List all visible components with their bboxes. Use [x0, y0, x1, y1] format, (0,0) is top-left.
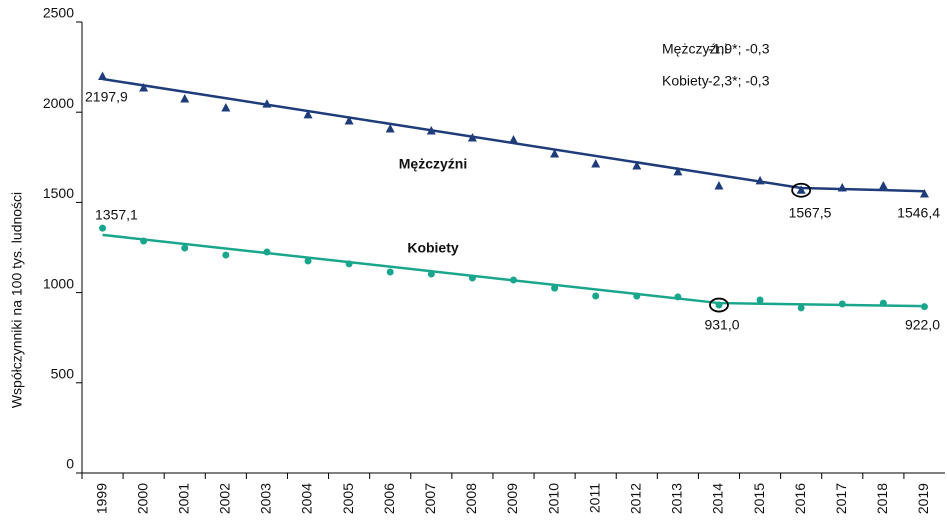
point [99, 224, 107, 232]
series-label: Kobiety [407, 240, 459, 256]
point [385, 123, 395, 133]
point [674, 293, 682, 301]
x-tick-label: 2006 [381, 483, 397, 514]
point [510, 276, 517, 284]
y-tick-label: 1500 [43, 185, 74, 201]
data-label: 2197,9 [85, 89, 128, 105]
point [592, 292, 600, 300]
y-tick-label: 0 [66, 456, 74, 472]
x-tick-label: 2011 [586, 483, 602, 513]
data-label: 1567,5 [789, 205, 832, 221]
x-tick-label: 2012 [627, 483, 643, 514]
point [345, 260, 353, 268]
data-label: 1546,4 [897, 205, 940, 221]
x-tick-label: 2004 [299, 483, 315, 514]
point [98, 71, 108, 80]
point [303, 109, 313, 119]
annotation-text: -2,3*; -0,3 [708, 73, 770, 89]
x-tick-label: 2014 [710, 483, 726, 514]
data-label: 922,0 [905, 317, 940, 333]
x-tick-label: 2010 [545, 483, 561, 514]
point [756, 296, 764, 304]
point [468, 274, 476, 282]
point [180, 94, 190, 103]
x-tick-label: 2008 [463, 483, 479, 514]
x-tick-label: 2018 [874, 483, 890, 514]
point [632, 160, 642, 170]
point [551, 284, 559, 292]
annotation-label: Mężczyźni [662, 41, 727, 57]
point [838, 300, 846, 308]
x-tick-label: 2005 [340, 483, 356, 514]
x-tick-label: 2001 [175, 483, 191, 514]
x-tick-label: 2015 [751, 483, 767, 514]
point [633, 292, 641, 300]
trend-line [102, 233, 925, 308]
x-tick-label: 2019 [915, 483, 931, 514]
point [139, 83, 149, 92]
data-label: 931,0 [704, 317, 739, 333]
point [426, 125, 436, 135]
x-tick-label: 2013 [669, 483, 685, 514]
point [919, 189, 929, 198]
point [797, 304, 805, 312]
point [427, 270, 435, 278]
point [221, 103, 231, 112]
x-tick-label: 2017 [833, 483, 849, 514]
x-tick-label: 2016 [792, 483, 808, 514]
point [140, 237, 148, 245]
x-tick-label: 1999 [93, 483, 109, 514]
point [673, 166, 683, 176]
y-tick-label: 1000 [43, 275, 74, 291]
point [509, 134, 518, 144]
point [591, 158, 601, 168]
x-tick-label: 2002 [217, 483, 233, 514]
point [181, 244, 189, 252]
point [920, 303, 928, 311]
y-tick-label: 2500 [43, 5, 74, 21]
x-tick-label: 2009 [504, 483, 520, 514]
data-label: 1357,1 [95, 207, 138, 223]
series-label: Mężczyźni [399, 156, 467, 172]
x-tick-label: 2003 [258, 483, 274, 514]
point [467, 132, 477, 142]
joinpoint-circle [709, 297, 729, 313]
point [304, 257, 312, 265]
point [550, 149, 560, 158]
point [262, 99, 272, 108]
point [344, 116, 354, 125]
annotation-label: Kobiety [662, 73, 709, 89]
y-tick-label: 2000 [43, 95, 74, 111]
x-tick-label: 2000 [134, 483, 150, 514]
point [755, 175, 765, 185]
point [879, 299, 887, 307]
y-axis-label: Współczynniki na 100 tys. ludności [9, 192, 25, 408]
point [878, 180, 888, 190]
y-tick-label: 500 [51, 366, 75, 382]
point [715, 301, 723, 309]
point [386, 268, 394, 276]
x-tick-label: 2007 [422, 483, 438, 514]
point [837, 182, 847, 192]
point [714, 180, 724, 190]
point [263, 248, 271, 256]
point [796, 185, 806, 194]
joinpoint-circle [791, 182, 812, 198]
annotation-text: -1,9*; -0,3 [708, 41, 770, 57]
point [222, 251, 230, 259]
